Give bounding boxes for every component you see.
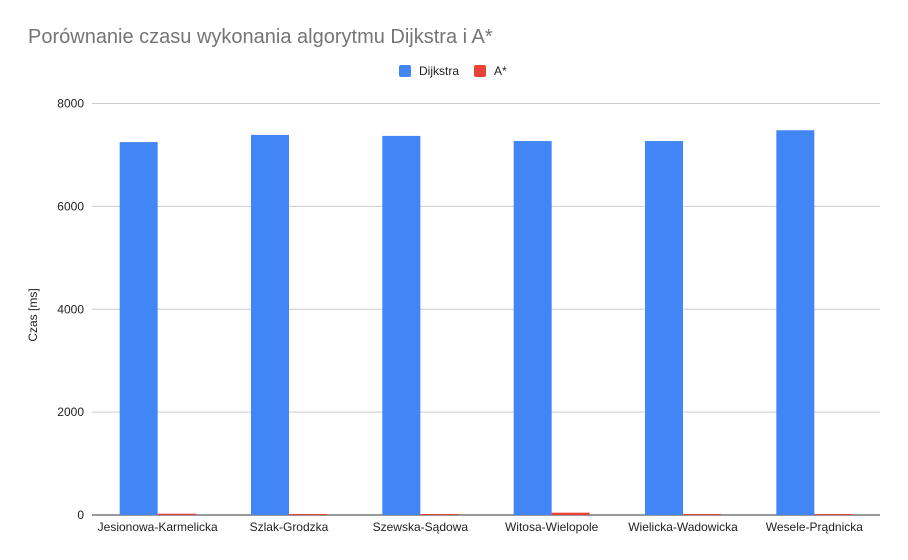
y-tick-label: 4000 bbox=[57, 302, 84, 316]
bar-dijkstra bbox=[251, 134, 289, 515]
y-tick-label: 8000 bbox=[57, 97, 84, 111]
legend: Dijkstra A* bbox=[0, 64, 908, 82]
x-tick-label: Witosa-Wielopole bbox=[505, 520, 599, 534]
bar-dijkstra bbox=[776, 130, 815, 515]
x-tick-label: Szewska-Sądowa bbox=[373, 520, 469, 534]
legend-swatch-dijkstra bbox=[399, 65, 411, 77]
bar-dijkstra bbox=[513, 141, 552, 515]
y-tick-label: 2000 bbox=[57, 405, 84, 419]
x-tick-label: Szlak-Grodzka bbox=[250, 520, 329, 534]
x-tick-label: Wielicka-Wadowicka bbox=[628, 520, 738, 534]
y-tick-label: 0 bbox=[77, 508, 84, 522]
y-tick-label: 6000 bbox=[57, 199, 84, 213]
x-tick-label: Wesele-Prądnicka bbox=[766, 520, 863, 534]
x-tick-label: Jesionowa-Karmelicka bbox=[98, 520, 218, 534]
bar-astar bbox=[551, 512, 590, 515]
legend-label-astar: A* bbox=[494, 64, 507, 78]
bar-astar bbox=[157, 513, 196, 515]
bar-astar bbox=[683, 514, 721, 515]
chart-title: Porównanie czasu wykonania algorytmu Dij… bbox=[28, 26, 493, 48]
bar-astar bbox=[289, 514, 327, 515]
bar-astar bbox=[420, 514, 459, 515]
legend-item-dijkstra[interactable]: Dijkstra bbox=[399, 64, 459, 78]
legend-label-dijkstra: Dijkstra bbox=[419, 64, 460, 78]
legend-item-astar[interactable]: A* bbox=[474, 64, 507, 78]
bar-dijkstra bbox=[119, 142, 158, 515]
bar-astar bbox=[814, 514, 853, 515]
legend-swatch-astar bbox=[474, 65, 486, 77]
bar-dijkstra bbox=[382, 135, 421, 515]
bar-dijkstra bbox=[645, 141, 683, 515]
